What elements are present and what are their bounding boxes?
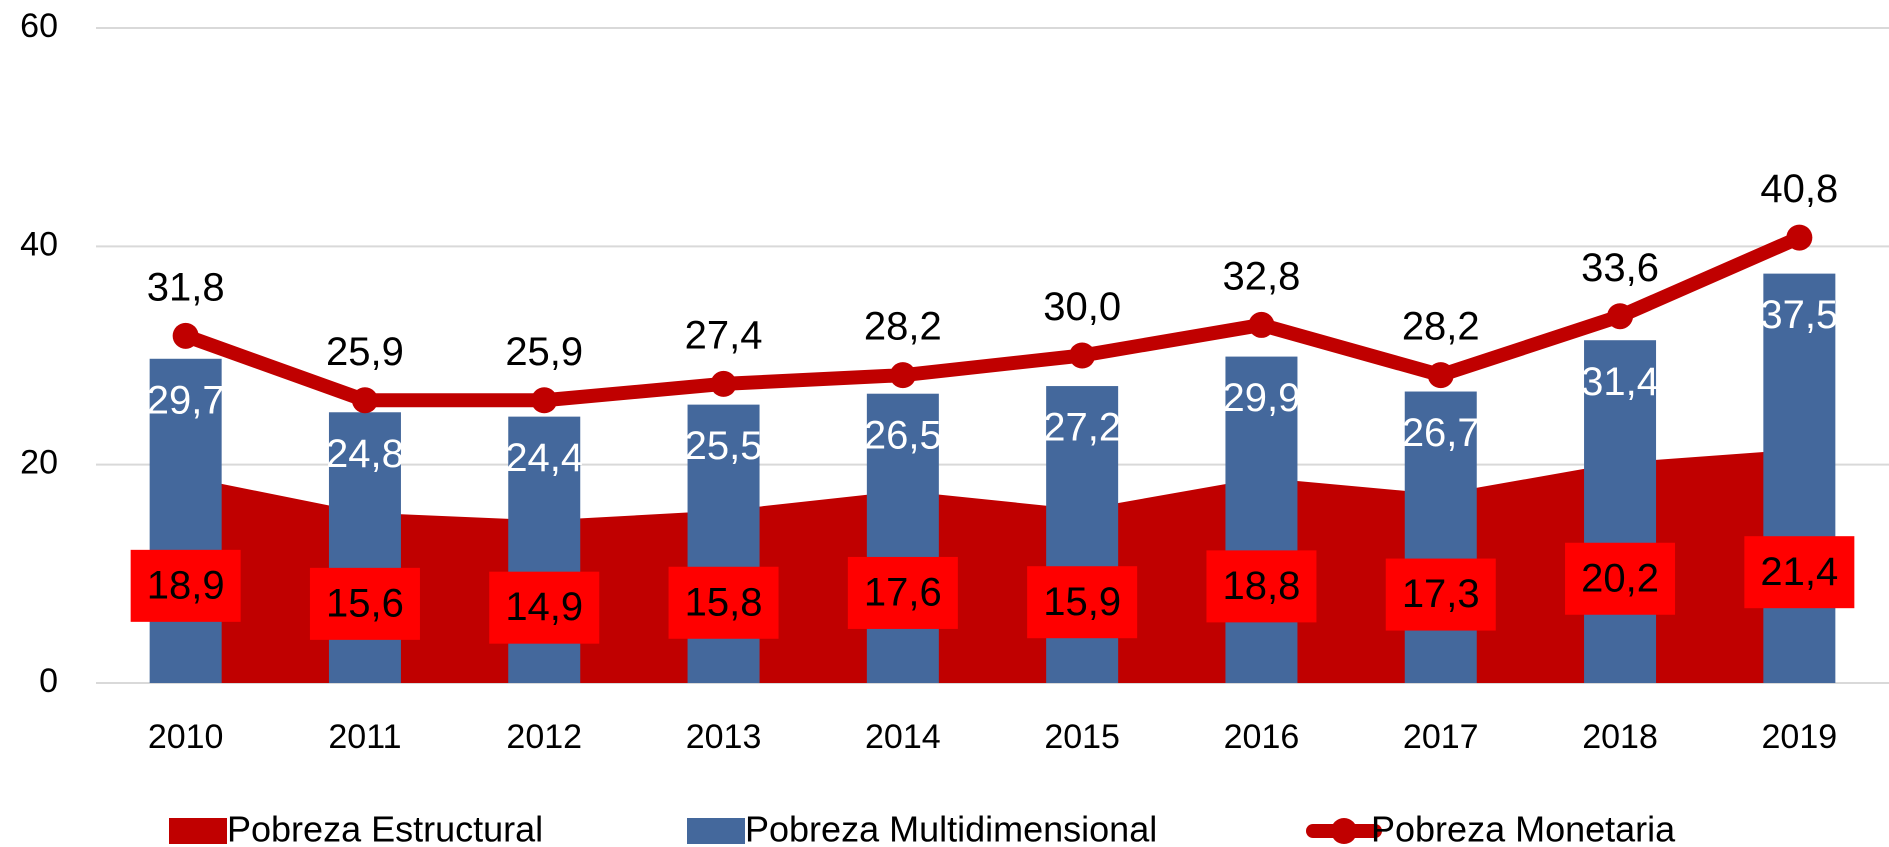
legend-swatch (169, 818, 227, 844)
y-tick-label: 40 (20, 225, 58, 263)
data-label: 17,3 (1402, 572, 1480, 616)
data-label-box (1565, 542, 1676, 615)
line-marker (1786, 224, 1813, 251)
bar (1225, 356, 1298, 683)
x-tick-label: 2019 (1762, 718, 1838, 756)
data-label: 37,5 (1760, 293, 1838, 337)
bar (1404, 391, 1477, 683)
data-label: 15,8 (685, 580, 763, 624)
data-label: 18,9 (147, 563, 225, 607)
data-label: 24,4 (505, 436, 583, 480)
data-label: 27,2 (1043, 406, 1121, 450)
data-label: 18,8 (1223, 564, 1301, 608)
data-label: 32,8 (1223, 254, 1301, 298)
data-label: 25,9 (326, 330, 404, 374)
legend-label: Pobreza Monetaria (1371, 809, 1676, 847)
legend-swatch (687, 818, 745, 844)
data-label: 14,9 (505, 585, 583, 629)
bar (149, 358, 222, 683)
data-label: 25,5 (685, 424, 763, 468)
area (185, 449, 1800, 683)
x-tick-label: 2016 (1224, 718, 1300, 756)
data-label-box (1027, 566, 1138, 639)
data-label-box (1206, 550, 1317, 623)
data-label: 20,2 (1581, 556, 1659, 600)
data-label-box (489, 571, 600, 644)
data-label-box (309, 567, 420, 640)
data-label-box (130, 549, 241, 622)
legend-label: Pobreza Multidimensional (745, 809, 1157, 847)
x-tick-label: 2014 (865, 718, 941, 756)
line-marker (172, 322, 199, 349)
data-label: 31,8 (147, 265, 225, 309)
y-tick-label: 0 (39, 662, 58, 700)
data-label-box (847, 556, 958, 629)
data-label: 28,2 (1402, 305, 1480, 349)
data-label: 26,5 (864, 413, 942, 457)
x-tick-label: 2010 (148, 718, 224, 756)
line-marker (710, 370, 737, 397)
data-label: 33,6 (1581, 246, 1659, 290)
y-tick-label: 60 (20, 7, 58, 45)
data-label-box (1744, 536, 1855, 609)
data-label: 29,9 (1223, 376, 1301, 420)
data-label: 25,9 (505, 330, 583, 374)
data-label: 29,7 (147, 378, 225, 422)
data-label: 17,6 (864, 570, 942, 614)
line-marker (1427, 362, 1454, 389)
x-tick-label: 2012 (506, 718, 582, 756)
legend-swatch (1331, 818, 1357, 844)
line (183, 231, 1803, 408)
x-tick-label: 2015 (1044, 718, 1120, 756)
bar (1584, 340, 1657, 683)
data-label: 15,9 (1043, 580, 1121, 624)
line-marker (1248, 311, 1275, 338)
data-label: 15,6 (326, 581, 404, 625)
line-marker (1069, 342, 1096, 369)
x-tick-label: 2013 (686, 718, 762, 756)
bar (866, 393, 939, 683)
x-tick-label: 2018 (1582, 718, 1658, 756)
y-tick-label: 20 (20, 444, 58, 482)
data-label: 28,2 (864, 305, 942, 349)
data-label-box (1385, 558, 1496, 631)
line-marker (889, 362, 916, 389)
data-label-box (668, 566, 779, 639)
x-tick-label: 2017 (1403, 718, 1479, 756)
line-marker (531, 387, 558, 414)
data-label: 27,4 (685, 313, 763, 357)
line-marker (351, 387, 378, 414)
data-label: 31,4 (1581, 360, 1659, 404)
x-tick-label: 2011 (328, 718, 401, 756)
data-label: 30,0 (1043, 285, 1121, 329)
data-label: 21,4 (1760, 550, 1838, 594)
data-label: 24,8 (326, 432, 404, 476)
data-label: 40,8 (1760, 167, 1838, 211)
data-label: 26,7 (1402, 411, 1480, 455)
legend-label: Pobreza Estructural (227, 809, 543, 847)
line-marker (1607, 303, 1634, 330)
bar (1763, 273, 1836, 683)
